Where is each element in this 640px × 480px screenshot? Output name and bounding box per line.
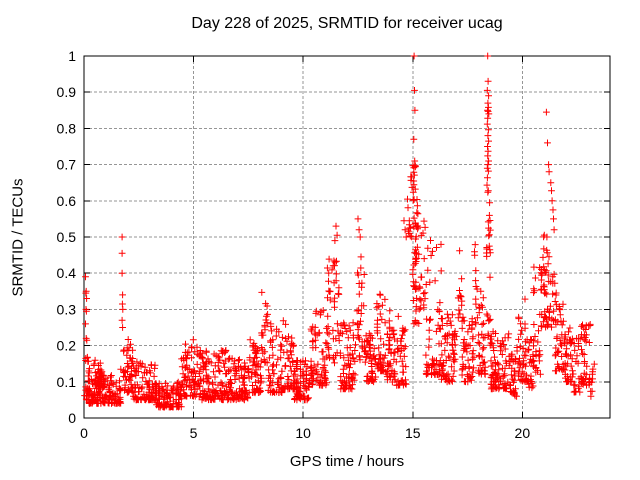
y-tick-label: 0.5 (57, 229, 77, 245)
data-points (81, 52, 598, 411)
y-tick-label: 0.6 (57, 193, 77, 209)
y-tick-label: 1 (68, 48, 76, 64)
y-tick-label: 0.8 (57, 120, 77, 136)
y-tick-label: 0.2 (57, 338, 77, 354)
y-tick-label: 0 (68, 410, 76, 426)
x-tick-label: 10 (295, 425, 311, 441)
x-tick-label: 15 (405, 425, 421, 441)
y-tick-label: 0.4 (57, 265, 77, 281)
x-axis-label: GPS time / hours (289, 453, 405, 470)
x-tick-label: 20 (515, 425, 531, 441)
y-tick-label: 0.3 (57, 301, 77, 317)
y-axis-label-container: SRMTID / TECUs (0, 56, 36, 418)
plot-border (83, 55, 611, 419)
x-tick-label: 0 (80, 425, 88, 441)
axis-tick-labels: 0 5 10 15 20 0 0.1 0.2 0.3 0.4 0.5 0.6 0.7 0.8 0.9 1 (57, 48, 531, 441)
y-tick-label: 0.1 (57, 374, 77, 390)
x-tick-label: 5 (190, 425, 198, 441)
chart-title: Day 228 of 2025, SRMTID for receiver uca… (191, 15, 503, 32)
y-tick-label: 0.9 (57, 84, 77, 100)
y-axis-label: SRMTID / TECUs (9, 177, 27, 297)
y-tick-label: 0.7 (57, 157, 77, 173)
